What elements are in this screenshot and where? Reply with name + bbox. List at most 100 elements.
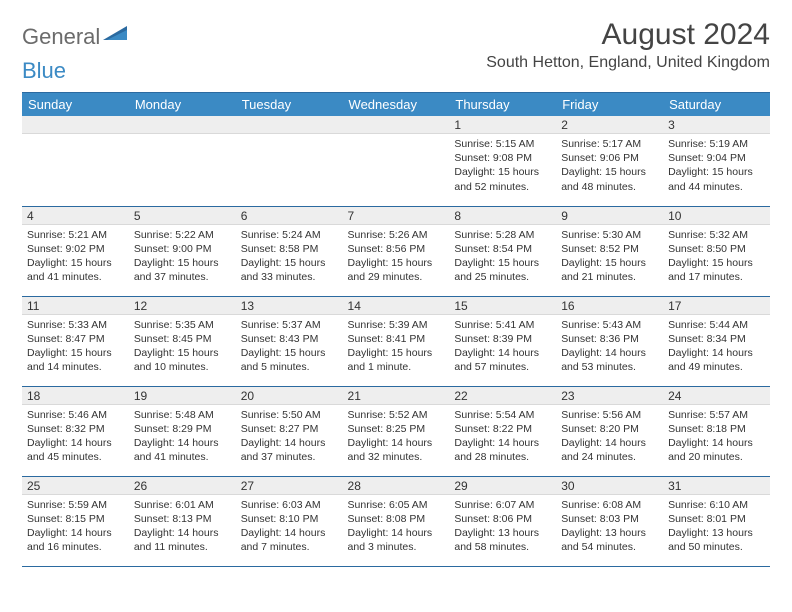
day-details: Sunrise: 6:01 AMSunset: 8:13 PMDaylight:…: [129, 495, 236, 559]
day-number: 28: [343, 477, 450, 495]
sunset-line: Sunset: 9:08 PM: [454, 152, 532, 164]
sunrise-line: Sunrise: 5:57 AM: [668, 409, 748, 421]
day-number: 23: [556, 387, 663, 405]
calendar-table: SundayMondayTuesdayWednesdayThursdayFrid…: [22, 92, 770, 567]
sunrise-line: Sunrise: 5:39 AM: [348, 319, 428, 331]
daylight-line: Daylight: 15 hours and 33 minutes.: [241, 257, 326, 283]
sunset-line: Sunset: 8:15 PM: [27, 513, 105, 525]
day-details: Sunrise: 6:07 AMSunset: 8:06 PMDaylight:…: [449, 495, 556, 559]
day-number: 6: [236, 207, 343, 225]
day-details: Sunrise: 5:22 AMSunset: 9:00 PMDaylight:…: [129, 225, 236, 289]
daylight-line: Daylight: 14 hours and 3 minutes.: [348, 527, 433, 553]
calendar-day-cell: 6 Sunrise: 5:24 AM Sunset: 8:58 PM Daylight…: [236, 206, 343, 296]
day-number: [343, 116, 450, 134]
calendar-day-cell: 14Sunrise: 5:39 AMSunset: 8:41 PMDayligh…: [343, 296, 450, 386]
sunrise-line: Sunrise: 5:56 AM: [561, 409, 641, 421]
sunset-line: Sunset: 8:43 PM: [241, 333, 319, 345]
sunset-line: Sunset: 8:36 PM: [561, 333, 639, 345]
sunset-line: Sunset: 8:20 PM: [561, 423, 639, 435]
day-number: 24: [663, 387, 770, 405]
day-number: 13: [236, 297, 343, 315]
day-details: Sunrise: 5:39 AMSunset: 8:41 PMDaylight:…: [343, 315, 450, 379]
sunset-line: Sunset: 8:01 PM: [668, 513, 746, 525]
sunset-line: Sunset: 8:29 PM: [134, 423, 212, 435]
day-number: 22: [449, 387, 556, 405]
day-details: Sunrise: 5:15 AM Sunset: 9:08 PM Daylight:…: [449, 134, 556, 198]
sunset-line: Sunset: 9:06 PM: [561, 152, 639, 164]
day-details: Sunrise: 5:50 AMSunset: 8:27 PMDaylight:…: [236, 405, 343, 469]
daylight-line: Daylight: 15 hours and 52 minutes.: [454, 166, 539, 192]
calendar-day-cell: 17Sunrise: 5:44 AMSunset: 8:34 PMDayligh…: [663, 296, 770, 386]
day-details: Sunrise: 5:44 AMSunset: 8:34 PMDaylight:…: [663, 315, 770, 379]
sunrise-line: Sunrise: 6:07 AM: [454, 499, 534, 511]
day-details: Sunrise: 5:26 AMSunset: 8:56 PMDaylight:…: [343, 225, 450, 289]
weekday-header: Tuesday: [236, 93, 343, 117]
daylight-line: Daylight: 15 hours and 14 minutes.: [27, 347, 112, 373]
location-subtitle: South Hetton, England, United Kingdom: [486, 54, 770, 72]
sunrise-line: Sunrise: 5:41 AM: [454, 319, 534, 331]
sunset-line: Sunset: 8:58 PM: [241, 243, 319, 255]
calendar-day-cell: 11Sunrise: 5:33 AMSunset: 8:47 PMDayligh…: [22, 296, 129, 386]
sunrise-line: Sunrise: 5:21 AM: [27, 229, 107, 241]
daylight-line: Daylight: 15 hours and 21 minutes.: [561, 257, 646, 283]
sunset-line: Sunset: 8:22 PM: [454, 423, 532, 435]
daylight-line: Daylight: 15 hours and 1 minute.: [348, 347, 433, 373]
calendar-week-row: 1Sunrise: 5:15 AMSunset: 9:08 PMDaylight…: [22, 116, 770, 206]
weekday-header: Wednesday: [343, 93, 450, 117]
sunrise-line: Sunrise: 5:22 AM: [134, 229, 214, 241]
sunset-line: Sunset: 8:34 PM: [668, 333, 746, 345]
day-number: [129, 116, 236, 134]
sunrise-line: Sunrise: 6:01 AM: [134, 499, 214, 511]
daylight-line: Daylight: 15 hours and 44 minutes.: [668, 166, 753, 192]
day-number: 15: [449, 297, 556, 315]
calendar-day-cell: 8Sunrise: 5:28 AMSunset: 8:54 PMDaylight…: [449, 206, 556, 296]
day-number: 8: [449, 207, 556, 225]
day-details: Sunrise: 6:03 AMSunset: 8:10 PMDaylight:…: [236, 495, 343, 559]
sunset-line: Sunset: 8:08 PM: [348, 513, 426, 525]
calendar-week-row: 4Sunrise: 5:21 AMSunset: 9:02 PMDaylight…: [22, 206, 770, 296]
day-number: 27: [236, 477, 343, 495]
brand-word-2: Blue: [22, 58, 66, 84]
calendar-day-cell: 19Sunrise: 5:48 AMSunset: 8:29 PMDayligh…: [129, 386, 236, 476]
calendar-day-cell: 23 Sunrise: 5:56 AM Sunset: 8:20 PM Dayligh…: [556, 386, 663, 476]
sunrise-line: Sunrise: 5:15 AM: [454, 138, 534, 150]
sunset-line: Sunset: 8:45 PM: [134, 333, 212, 345]
daylight-line: Daylight: 15 hours and 25 minutes.: [454, 257, 539, 283]
calendar-day-cell: 9Sunrise: 5:30 AMSunset: 8:52 PMDaylight…: [556, 206, 663, 296]
sunrise-line: Sunrise: 5:32 AM: [668, 229, 748, 241]
day-details: Sunrise: 5:43 AMSunset: 8:36 PMDaylight:…: [556, 315, 663, 379]
calendar-day-cell: 24Sunrise: 5:57 AMSunset: 8:18 PMDayligh…: [663, 386, 770, 476]
calendar-day-cell: 31Sunrise: 6:10 AMSunset: 8:01 PMDayligh…: [663, 476, 770, 566]
day-number: 3: [663, 116, 770, 134]
sunrise-line: Sunrise: 5:24 AM: [241, 229, 321, 241]
daylight-line: Daylight: 13 hours and 50 minutes.: [668, 527, 753, 553]
calendar-week-row: 25Sunrise: 5:59 AMSunset: 8:15 PMDayligh…: [22, 476, 770, 566]
calendar-body: 1Sunrise: 5:15 AMSunset: 9:08 PMDaylight…: [22, 116, 770, 566]
daylight-line: Daylight: 14 hours and 24 minutes.: [561, 437, 646, 463]
day-number: 19: [129, 387, 236, 405]
calendar-week-row: 11Sunrise: 5:33 AMSunset: 8:47 PMDayligh…: [22, 296, 770, 386]
daylight-line: Daylight: 14 hours and 20 minutes.: [668, 437, 753, 463]
day-details: Sunrise: 5:41 AMSunset: 8:39 PMDaylight:…: [449, 315, 556, 379]
daylight-line: Daylight: 15 hours and 17 minutes.: [668, 257, 753, 283]
daylight-line: Daylight: 15 hours and 29 minutes.: [348, 257, 433, 283]
sunrise-line: Sunrise: 5:35 AM: [134, 319, 214, 331]
day-details: Sunrise: 5:19 AMSunset: 9:04 PMDaylight:…: [663, 134, 770, 198]
weekday-header: Saturday: [663, 93, 770, 117]
day-number: 14: [343, 297, 450, 315]
sunset-line: Sunset: 8:13 PM: [134, 513, 212, 525]
sunrise-line: Sunrise: 6:10 AM: [668, 499, 748, 511]
day-number: 21: [343, 387, 450, 405]
calendar-day-cell: [343, 116, 450, 206]
daylight-line: Daylight: 15 hours and 48 minutes.: [561, 166, 646, 192]
day-number: 7: [343, 207, 450, 225]
daylight-line: Daylight: 15 hours and 10 minutes.: [134, 347, 219, 373]
calendar-day-cell: [22, 116, 129, 206]
calendar-day-cell: 1Sunrise: 5:15 AMSunset: 9:08 PMDaylight…: [449, 116, 556, 206]
sunrise-line: Sunrise: 5:48 AM: [134, 409, 214, 421]
day-details: Sunrise: 5:37 AMSunset: 8:43 PMDaylight:…: [236, 315, 343, 379]
sunset-line: Sunset: 9:04 PM: [668, 152, 746, 164]
day-number: 9: [556, 207, 663, 225]
day-details: Sunrise: 6:08 AMSunset: 8:03 PMDaylight:…: [556, 495, 663, 559]
calendar-day-cell: 26Sunrise: 6:01 AMSunset: 8:13 PMDayligh…: [129, 476, 236, 566]
